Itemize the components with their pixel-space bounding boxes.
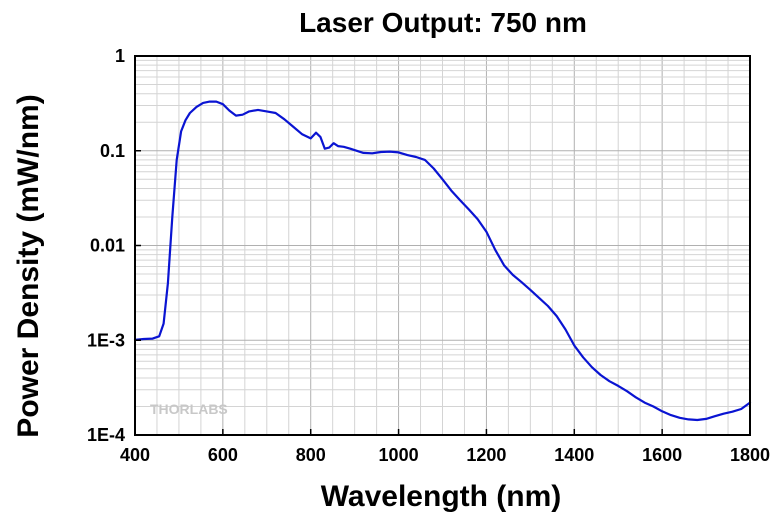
- thorlabs-logo: THORLABS: [150, 401, 228, 417]
- x-tick-label: 400: [120, 445, 150, 465]
- x-axis-label: Wavelength (nm): [321, 480, 562, 513]
- y-tick-label: 1: [115, 46, 125, 66]
- y-axis-label: Power Density (mW/nm): [12, 94, 45, 437]
- y-tick-label: 0.01: [90, 236, 125, 256]
- chart-title: Laser Output: 750 nm: [299, 7, 587, 38]
- logo: THORLABS: [150, 401, 228, 417]
- y-tick-label: 1E-3: [87, 330, 125, 350]
- x-tick-label: 1400: [554, 445, 594, 465]
- series-layer: [133, 100, 752, 422]
- x-tick-label: 600: [208, 445, 238, 465]
- x-tick-label: 1800: [730, 445, 770, 465]
- ticks: 400 600 800 1000 1200 1400 1600 1800 1E-4 1E-3 0.0…: [87, 46, 770, 465]
- x-tick-label: 1200: [466, 445, 506, 465]
- x-tick-label: 800: [296, 445, 326, 465]
- series-line-0: [133, 100, 752, 422]
- x-tick-label: 1000: [379, 445, 419, 465]
- y-tick-label: 1E-4: [87, 425, 125, 445]
- x-tick-label: 1600: [642, 445, 682, 465]
- y-tick-label: 0.1: [100, 141, 125, 161]
- grid: [135, 56, 750, 435]
